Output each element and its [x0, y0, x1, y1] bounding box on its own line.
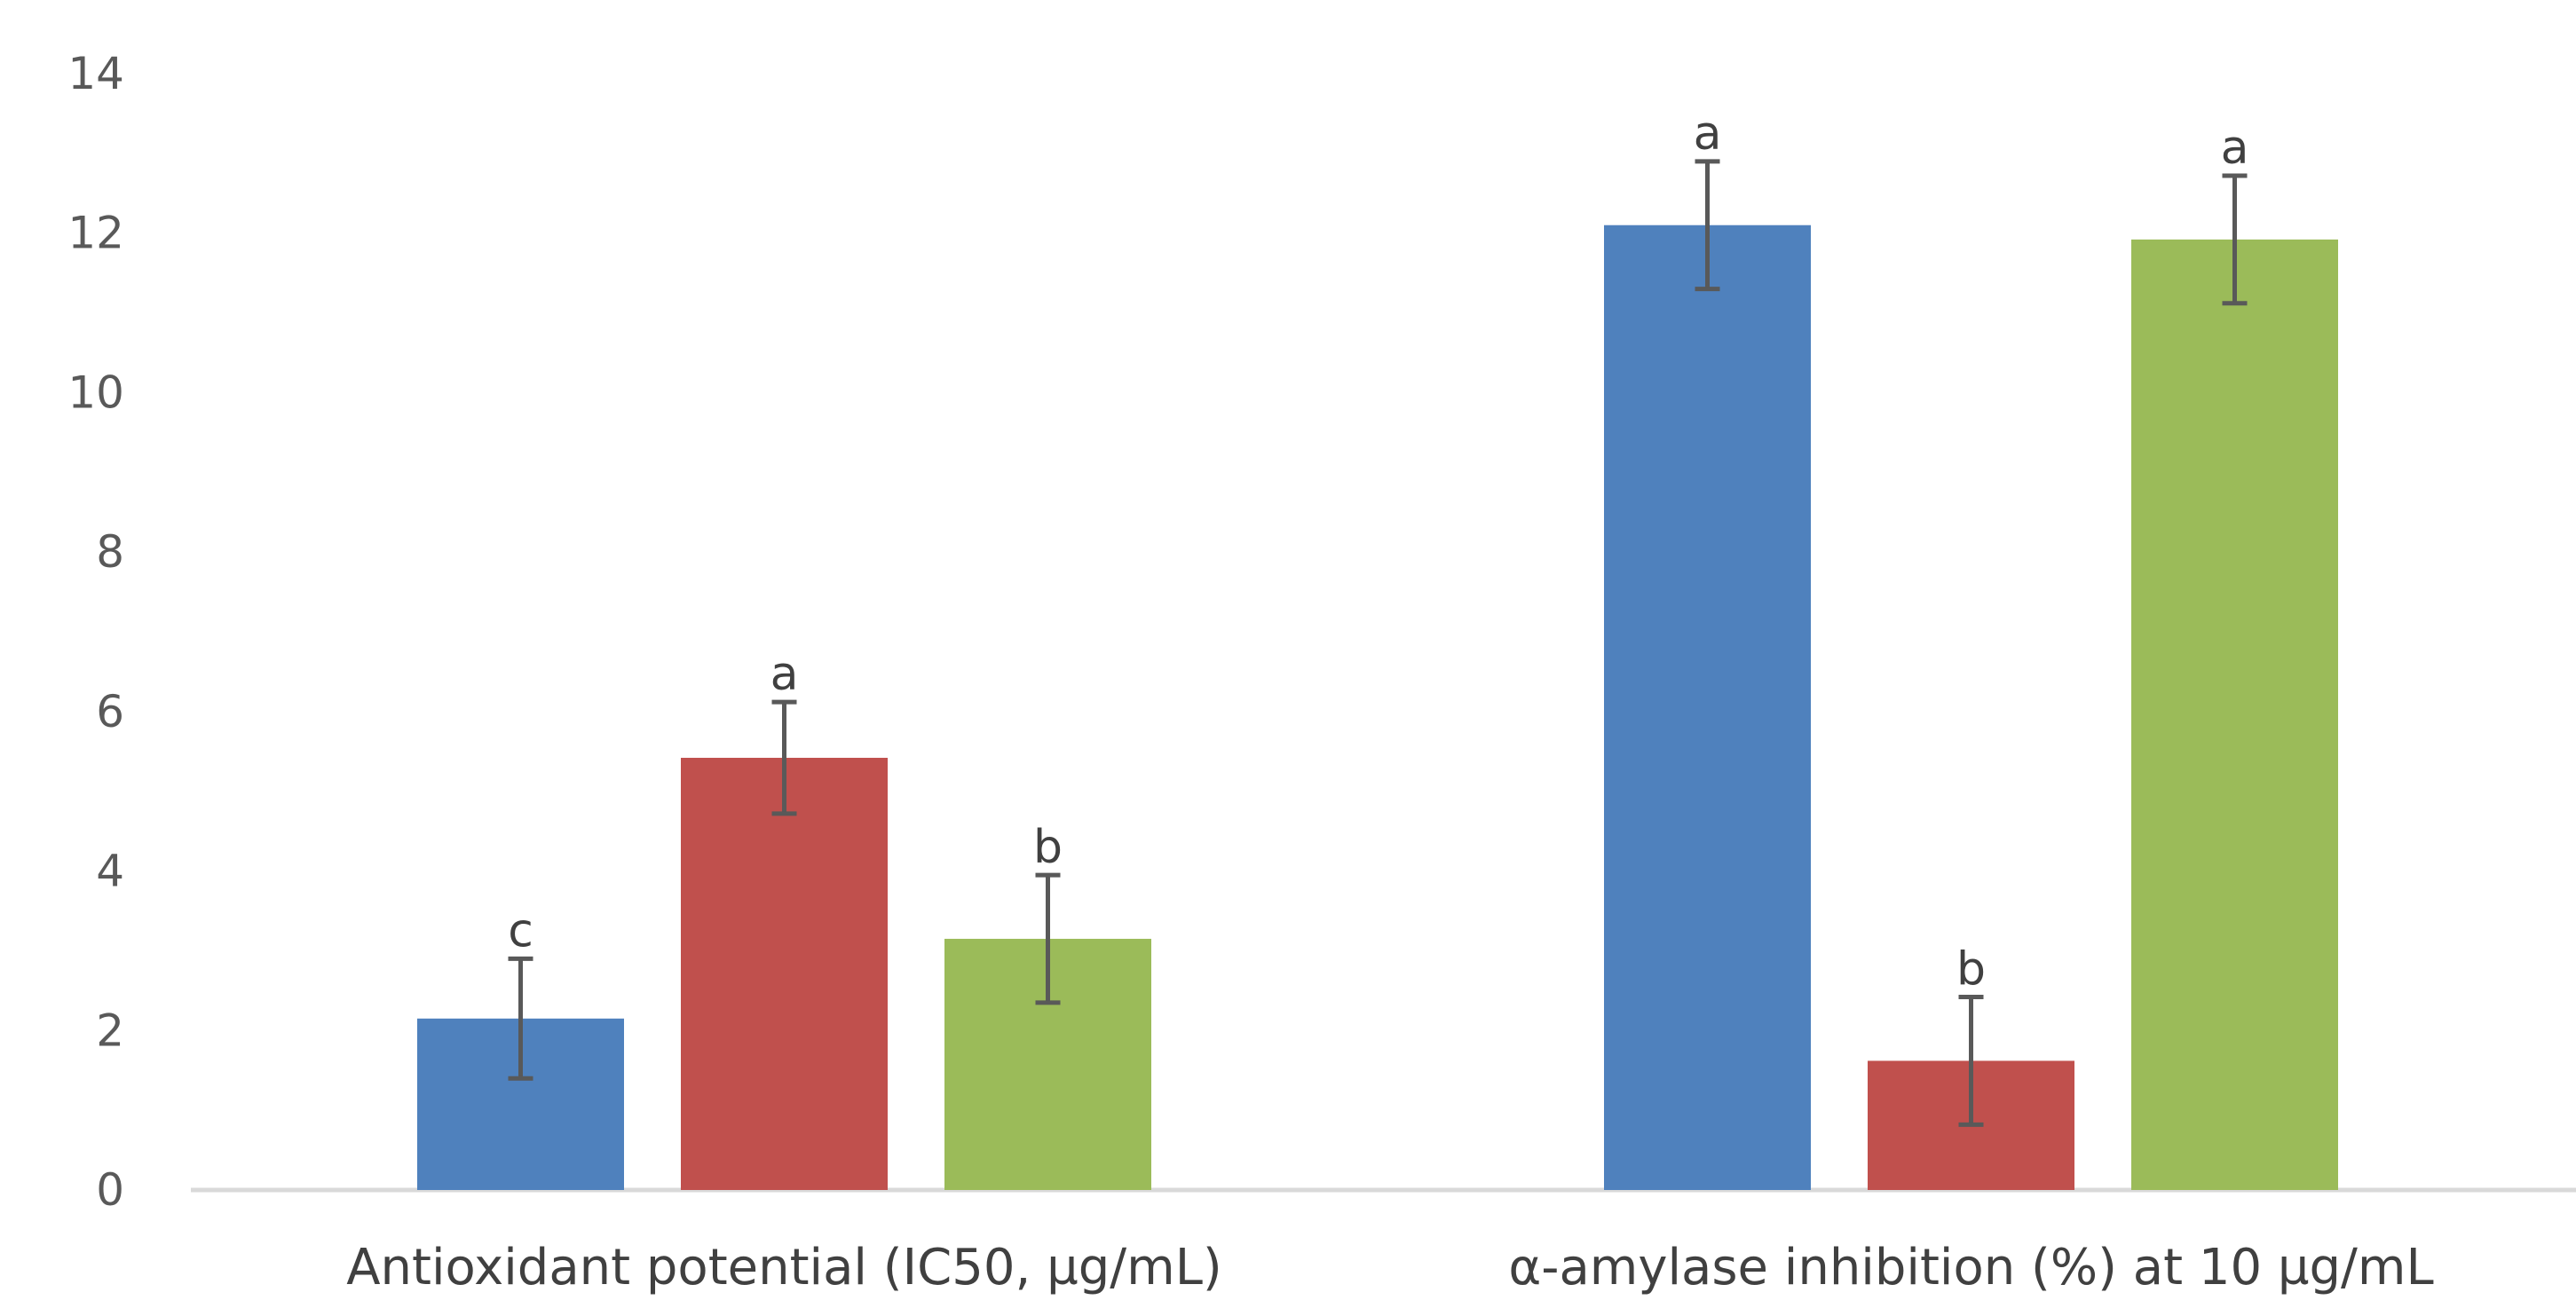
- error-bar: [1695, 159, 1720, 292]
- error-bar: [771, 699, 797, 816]
- category-label: Antioxidant potential (IC50, µg/mL): [346, 1239, 1222, 1296]
- category-labels: Antioxidant potential (IC50, µg/mL) α-amy…: [346, 1239, 2433, 1296]
- bar: [1604, 225, 1811, 1191]
- y-tick-label: 4: [96, 846, 124, 897]
- y-tick-label: 10: [67, 366, 124, 418]
- bars: [417, 225, 2338, 1191]
- significance-labels: c a b a b a: [508, 107, 2248, 997]
- significance-label: a: [770, 648, 799, 701]
- y-tick-label: 0: [96, 1164, 124, 1216]
- y-tick-label: 2: [96, 1005, 124, 1056]
- y-tick-label: 12: [67, 208, 124, 259]
- significance-label: a: [1694, 107, 1722, 161]
- bar: [2131, 239, 2338, 1191]
- category-label: α-amylase inhibition (%) at 10 µg/mL: [1508, 1239, 2433, 1296]
- significance-label: b: [1956, 943, 1986, 997]
- significance-label: a: [2221, 122, 2249, 175]
- error-bar: [508, 956, 533, 1081]
- error-bar: [1958, 995, 1984, 1127]
- y-tick-label: 6: [96, 686, 124, 737]
- significance-label: c: [508, 904, 533, 957]
- y-axis: 0 2 4 6 8 10 12 14: [67, 48, 124, 1216]
- error-bar: [1035, 872, 1061, 1005]
- error-bars: [508, 159, 2248, 1127]
- bar: [681, 757, 888, 1190]
- significance-label: b: [1033, 821, 1063, 874]
- error-bar: [2222, 173, 2248, 306]
- y-tick-label: 14: [67, 48, 124, 99]
- y-tick-label: 8: [96, 526, 124, 578]
